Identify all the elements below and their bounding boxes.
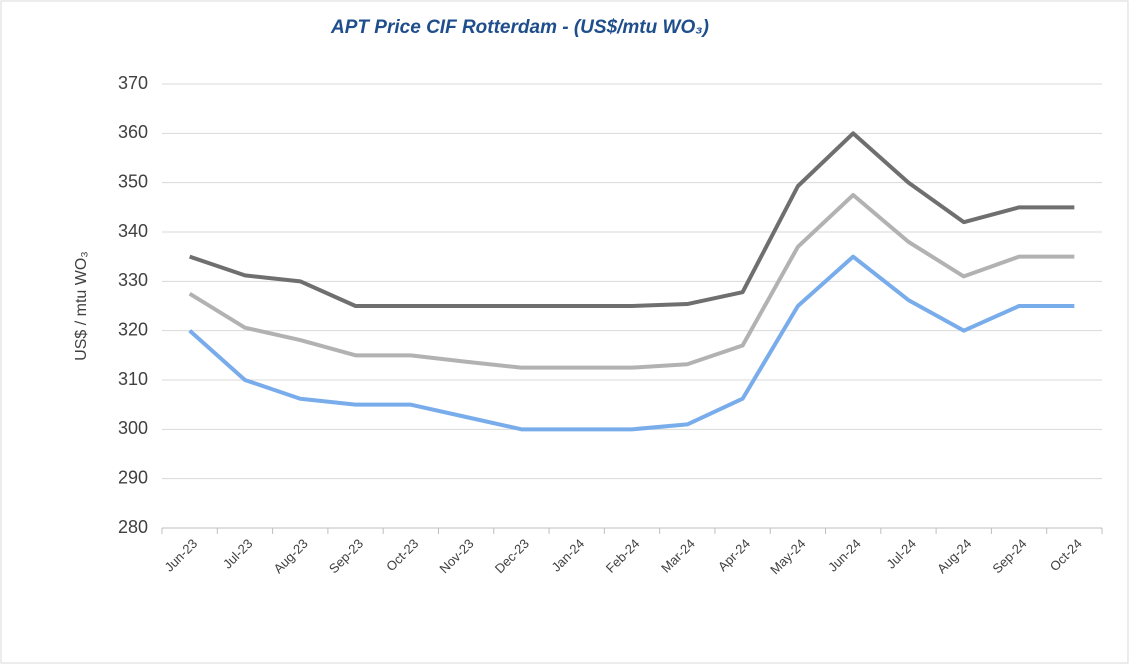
y-axis-label: US$ / mtu WO₃ <box>73 251 90 361</box>
y-tick-label: 280 <box>118 517 148 537</box>
y-tick-label: 310 <box>118 369 148 389</box>
chart-title: APT Price CIF Rotterdam - (US$/mtu WO₃) <box>330 17 709 38</box>
line-series <box>188 193 1075 370</box>
y-tick-label: 320 <box>118 319 148 339</box>
y-tick-label: 340 <box>118 221 148 241</box>
line-series <box>189 131 1075 308</box>
line-series <box>188 254 1075 432</box>
y-tick-label: 350 <box>118 171 148 191</box>
y-tick-label: 300 <box>118 418 148 438</box>
y-tick-label: 360 <box>118 122 148 142</box>
y-tick-label: 370 <box>118 73 148 93</box>
y-tick-label: 330 <box>118 270 148 290</box>
y-tick-label: 290 <box>118 467 148 487</box>
